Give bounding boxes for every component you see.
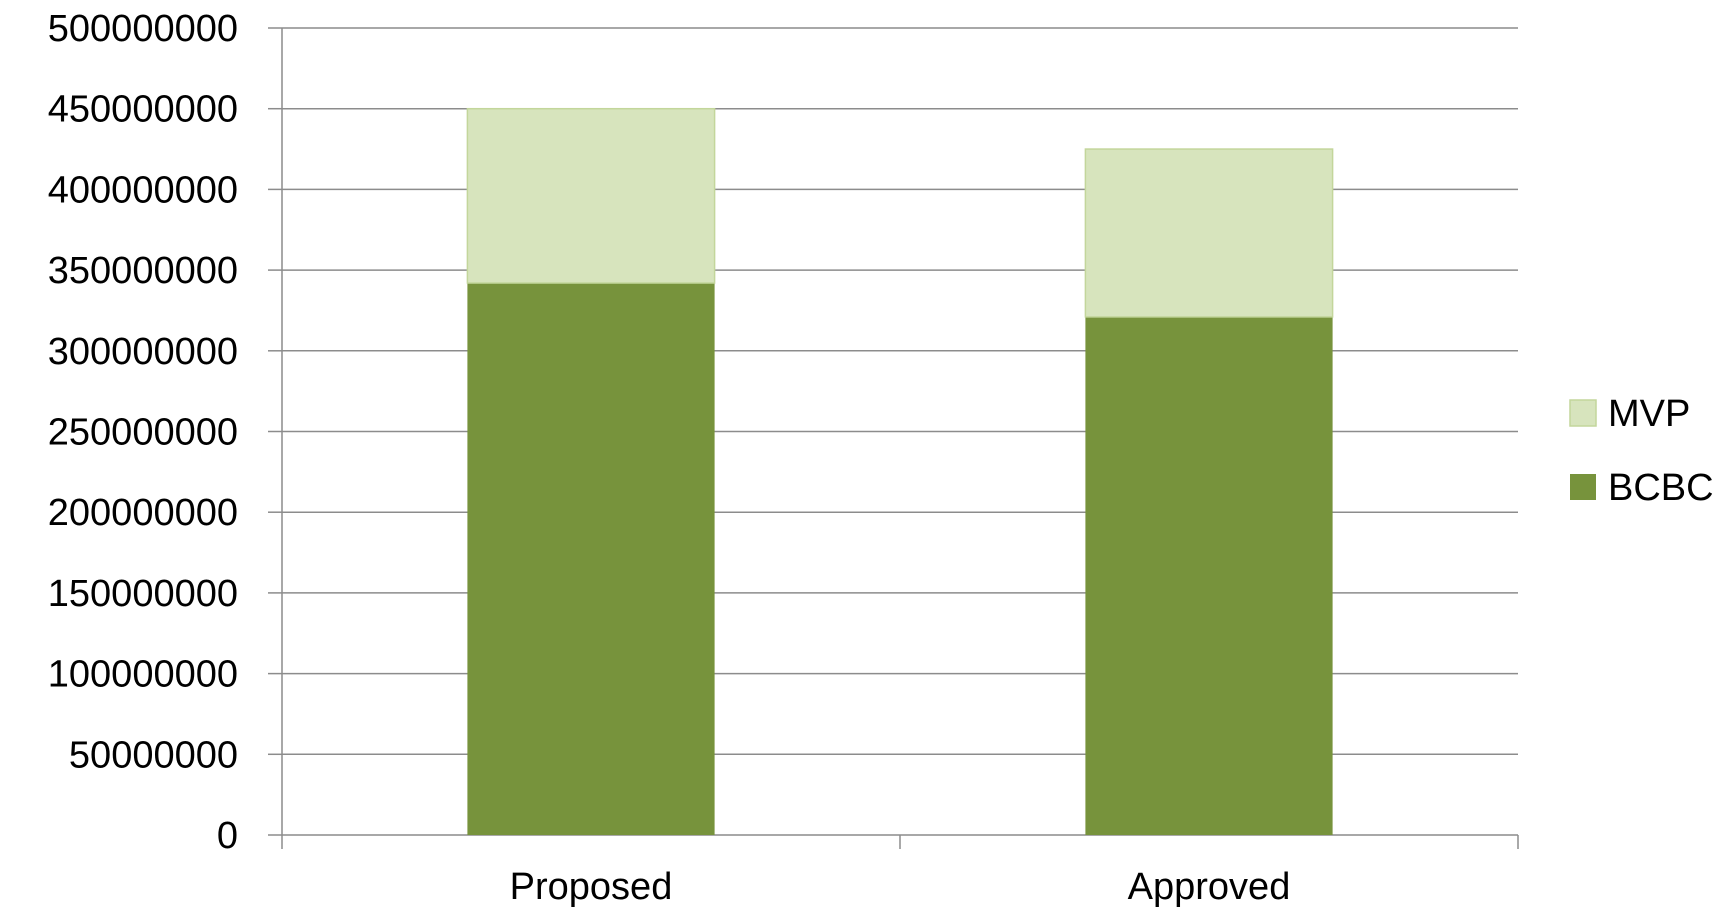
bar-bcbc-proposed <box>467 283 715 836</box>
legend-label: MVP <box>1608 393 1690 435</box>
y-tick-label: 250000000 <box>48 412 238 454</box>
bar-mvp-proposed <box>466 107 716 284</box>
y-tick-label: 50000000 <box>69 734 238 776</box>
x-category-label: Approved <box>1128 866 1291 908</box>
bar-mvp-approved <box>1084 148 1334 318</box>
y-tick-label: 0 <box>217 815 238 857</box>
legend-swatch <box>1570 474 1596 500</box>
legend-item-bcbc: BCBC <box>1570 467 1713 509</box>
legend-swatch <box>1569 399 1597 427</box>
y-tick-label: 150000000 <box>48 573 238 615</box>
y-tick-label: 350000000 <box>48 250 238 292</box>
x-axis: Proposed Approved <box>281 834 1519 908</box>
x-category-label: Proposed <box>510 866 673 908</box>
y-tick-label: 400000000 <box>48 169 238 211</box>
y-tick-label: 300000000 <box>48 331 238 373</box>
bar-bcbc-approved <box>1085 316 1333 835</box>
legend: MVP BCBC <box>1569 393 1713 509</box>
y-axis: 0 50000000 100000000 150000000 200000000 2500… <box>48 8 283 857</box>
y-tick-label: 100000000 <box>48 654 238 696</box>
y-tick-label: 450000000 <box>48 89 238 131</box>
y-tick-label: 200000000 <box>48 492 238 534</box>
bars <box>466 107 1334 836</box>
legend-item-mvp: MVP <box>1569 393 1690 435</box>
y-tick-label: 500000000 <box>48 8 238 50</box>
legend-label: BCBC <box>1608 467 1713 509</box>
